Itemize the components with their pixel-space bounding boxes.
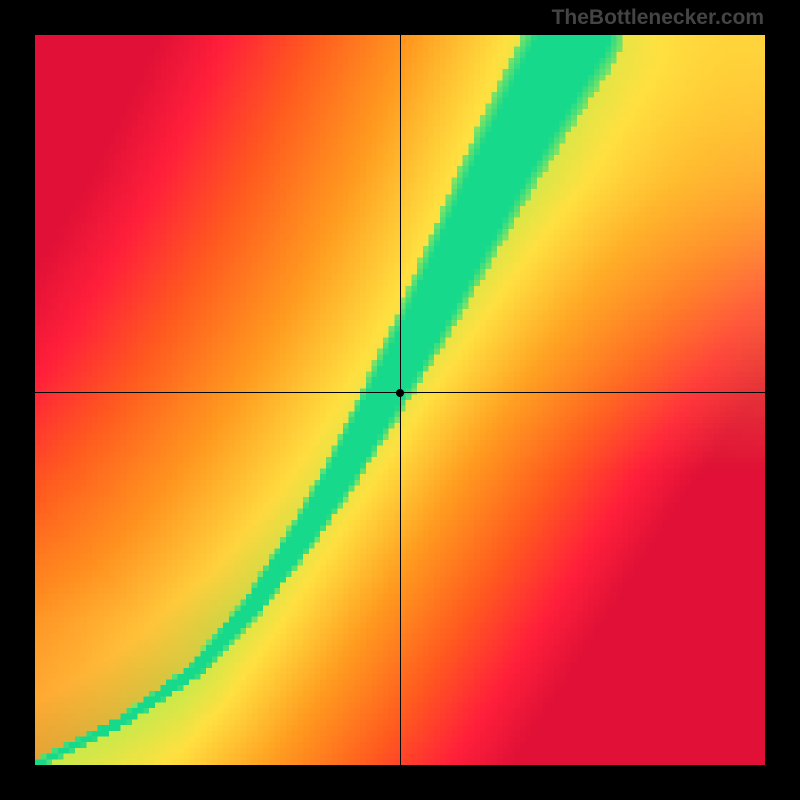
attribution-text: TheBottlenecker.com	[552, 6, 764, 30]
crosshair-vertical	[400, 35, 401, 765]
chart-container: TheBottlenecker.com	[0, 0, 800, 800]
selection-marker	[396, 389, 404, 397]
